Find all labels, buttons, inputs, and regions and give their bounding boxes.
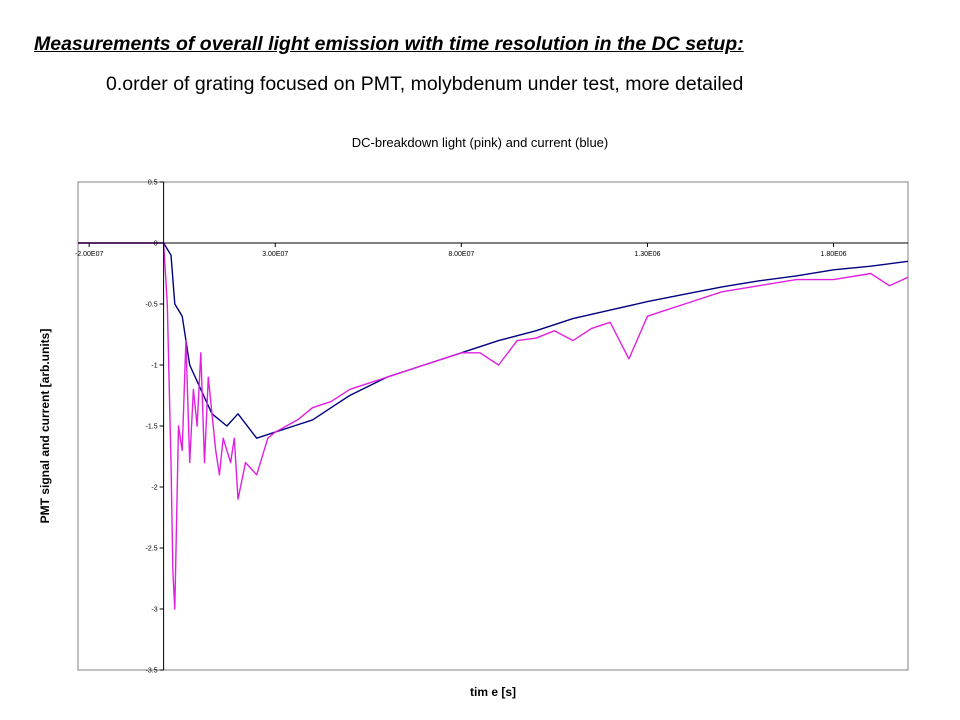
y-tick-label: -2.5 bbox=[146, 546, 158, 553]
plot-area bbox=[77, 181, 909, 671]
x-tick-label: -2.00E07 bbox=[75, 251, 104, 258]
chart-title: DC-breakdown light (pink) and current (b… bbox=[352, 135, 609, 150]
x-tick-label: 8.00E07 bbox=[448, 251, 474, 258]
y-axis-label: PMT signal and current [arb.units] bbox=[38, 329, 52, 524]
series-line-1 bbox=[78, 242, 909, 610]
slide-title: Measurements of overall light emission w… bbox=[34, 33, 744, 55]
x-tick-label: 3.00E07 bbox=[262, 251, 288, 258]
y-tick-label: -3.5 bbox=[146, 668, 158, 675]
slide-subtitle: 0.order of grating focused on PMT, molyb… bbox=[106, 73, 744, 95]
x-tick-label: 1.30E06 bbox=[634, 251, 660, 258]
x-axis-label: tim e [s] bbox=[470, 685, 516, 699]
x-tick-label: 1.80E06 bbox=[821, 251, 847, 258]
series-line-0 bbox=[78, 242, 909, 439]
y-tick-label: -2 bbox=[151, 485, 157, 492]
y-tick-label: 0.5 bbox=[148, 180, 158, 187]
y-tick-label: -1.5 bbox=[146, 424, 158, 431]
y-tick-label: -0.5 bbox=[146, 302, 158, 309]
y-tick-label: -3 bbox=[151, 607, 157, 614]
y-tick-label: -1 bbox=[151, 363, 157, 370]
y-tick-label: 0 bbox=[154, 241, 158, 248]
